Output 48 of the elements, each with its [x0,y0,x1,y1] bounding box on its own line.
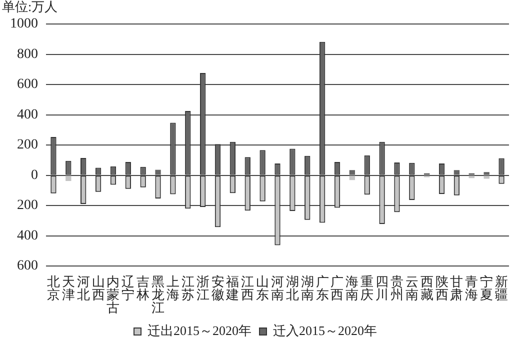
y-tick-label: 0 [31,168,38,183]
x-tick-label: 四川 [376,274,389,302]
x-tick-label: 云南 [405,274,418,302]
y-tick-label: 400 [17,228,38,244]
x-tick-label: 吉林 [136,274,150,302]
x-tick-label: 天津 [62,274,75,302]
x-tick-label: 广西 [330,274,344,302]
x-tick-label: 湖南 [300,274,314,302]
x-tick-label: 江苏 [181,274,194,302]
y-tick-label: 1000 [10,16,38,32]
legend-label: 迁出2015～2020年 [148,322,252,338]
x-tick-label: 青海 [465,274,478,302]
x-tick-label: 新疆 [495,274,508,302]
x-tick-label: 内蒙古 [106,274,120,315]
bar [484,172,490,175]
x-tick-label: 福建 [225,274,240,302]
x-tick-label: 陕西 [435,274,448,302]
x-tick-label: 重庆 [360,274,374,302]
x-tick-label: 河南 [271,274,284,302]
x-tick-label: 河北 [76,274,90,302]
x-tick-label: 宁夏 [480,274,494,302]
bar [66,176,72,181]
y-tick-label: 600 [17,77,38,92]
y-tick-label: 200 [17,198,38,214]
x-tick-label: 广东 [316,274,329,302]
x-tick-label: 山西 [92,274,105,302]
x-tick-label: 山东 [256,274,270,302]
x-tick-label: 江西 [241,274,254,302]
x-tick-label: 西藏 [420,274,434,302]
x-tick-label: 北京 [46,274,60,302]
bar [349,170,356,175]
x-tick-label: 湖北 [286,274,299,302]
x-tick-label: 上海 [166,274,180,302]
bar [454,170,460,175]
x-tick-label: 黑龙江 [152,274,165,315]
x-tick-label: 海南 [346,274,359,302]
x-tick-label: 安徽 [211,274,224,302]
x-tick-label: 辽宁 [122,274,135,302]
x-tick-label: 浙江 [196,274,210,302]
bar [155,170,161,175]
y-tick-label: 200 [17,138,38,153]
y-axis-title: 单位:万人 [2,0,58,14]
legend-label: 迁入2015～2020年 [273,322,377,338]
x-tick-label: 贵州 [390,274,404,302]
x-tick-label: 甘肃 [450,274,464,302]
y-tick-label: 800 [17,46,38,62]
y-tick-label: 400 [17,107,38,122]
y-tick-label: 600 [17,258,38,274]
